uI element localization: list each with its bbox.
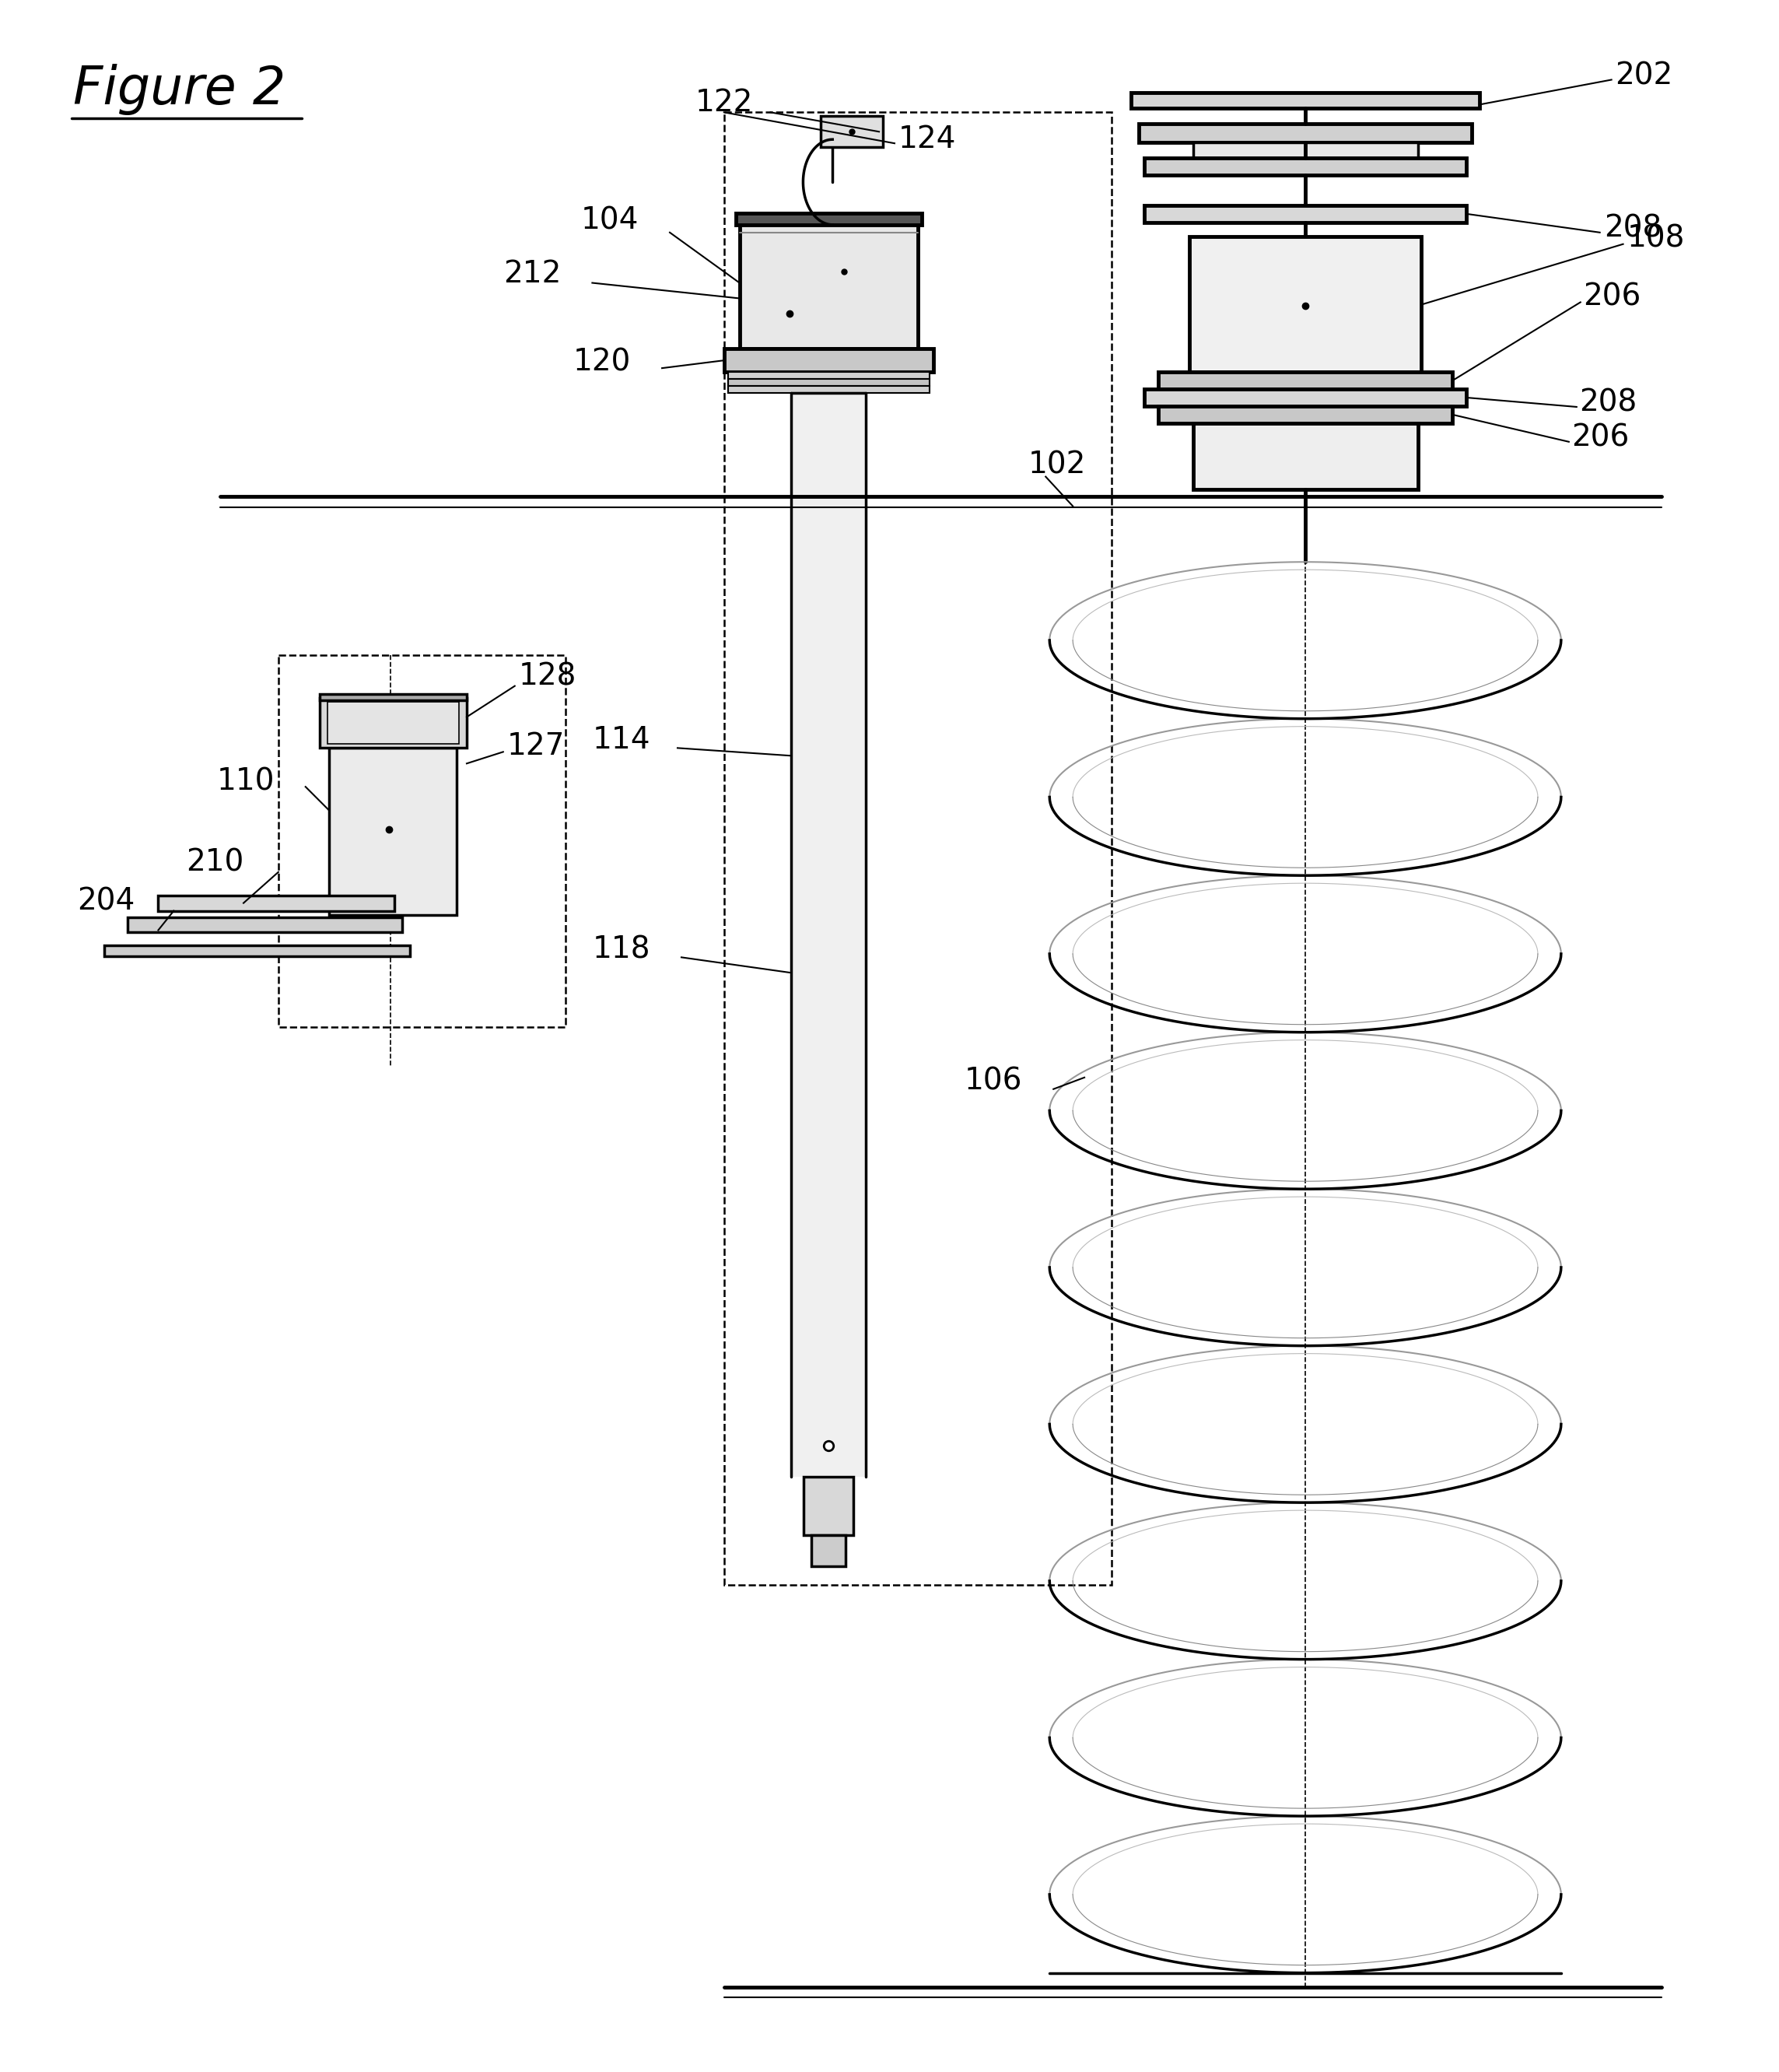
Bar [728, 373, 929, 379]
Text: Figure 2: Figure 2 [73, 64, 286, 116]
Text: 202: 202 [1615, 60, 1672, 91]
Bar [728, 385, 929, 394]
Text: 127: 127 [507, 731, 566, 760]
Text: 110: 110 [217, 767, 274, 796]
Text: 122: 122 [696, 89, 753, 118]
Bar [1131, 93, 1480, 108]
Bar [278, 655, 566, 1028]
Bar [128, 918, 402, 932]
Text: 212: 212 [503, 259, 560, 288]
Bar [1144, 205, 1466, 222]
Text: 206: 206 [1583, 282, 1640, 311]
Bar [740, 222, 918, 348]
Bar [804, 1477, 854, 1535]
Bar [820, 116, 882, 147]
Bar [811, 1535, 845, 1566]
Text: 208: 208 [1603, 213, 1662, 242]
Bar [792, 394, 866, 1477]
Text: 128: 128 [519, 661, 576, 692]
Text: 124: 124 [898, 124, 957, 153]
Bar [1158, 373, 1453, 390]
Bar [1194, 423, 1418, 489]
Text: 104: 104 [582, 205, 639, 236]
Text: 120: 120 [573, 348, 632, 377]
Text: 210: 210 [185, 847, 244, 879]
Bar [737, 213, 922, 224]
Bar [1144, 157, 1466, 176]
Text: 102: 102 [1028, 450, 1087, 481]
Text: 114: 114 [592, 725, 651, 754]
Text: 204: 204 [76, 887, 135, 916]
Bar [158, 895, 395, 912]
Text: 206: 206 [1571, 423, 1630, 452]
Bar [1188, 236, 1421, 373]
Bar [728, 379, 929, 385]
Text: 106: 106 [964, 1067, 1023, 1096]
Text: 108: 108 [1628, 224, 1685, 253]
Bar [103, 945, 411, 957]
Bar [1144, 390, 1466, 406]
Bar [724, 112, 1112, 1585]
Bar [1158, 406, 1453, 423]
Text: 118: 118 [592, 934, 651, 963]
Text: 208: 208 [1580, 387, 1637, 419]
Bar [1194, 143, 1418, 157]
Bar [320, 698, 466, 748]
Bar [320, 694, 466, 700]
Bar [1139, 124, 1471, 143]
Bar [329, 748, 457, 914]
Bar [724, 348, 934, 373]
Bar [327, 702, 459, 744]
